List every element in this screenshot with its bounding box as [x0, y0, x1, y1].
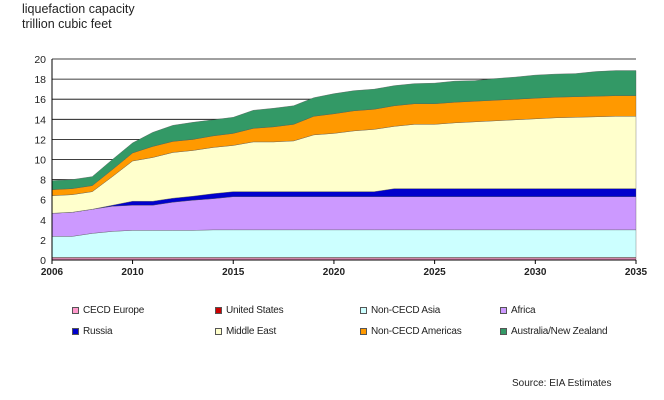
x-tick-label: 2015 [222, 267, 245, 278]
area-series-non-cecd-asia [51, 229, 637, 258]
x-tick-label: 2006 [41, 267, 64, 278]
x-tick-label: 2030 [524, 267, 547, 278]
y-tick-label: 0 [40, 255, 46, 267]
y-tick-label: 16 [34, 94, 46, 106]
y-tick-label: 10 [34, 155, 46, 167]
y-tick-label: 12 [34, 134, 46, 146]
y-tick-label: 4 [40, 215, 46, 227]
y-tick-label: 8 [40, 175, 46, 187]
x-tick-label: 2010 [121, 267, 144, 278]
area-series-australia-new-zealand [51, 70, 637, 190]
x-tick-label: 2035 [625, 267, 648, 278]
y-tick-label: 2 [40, 235, 46, 247]
y-axis-unit-label: trillion cubic feet [22, 17, 112, 31]
chart-title: liquefaction capacity [22, 2, 135, 16]
x-tick-label: 2025 [423, 267, 446, 278]
source-note: Source: EIA Estimates [512, 378, 612, 389]
y-tick-label: 14 [34, 114, 46, 126]
x-tick-label: 2020 [323, 267, 346, 278]
y-tick-label: 6 [40, 195, 46, 207]
y-tick-label: 20 [34, 54, 46, 66]
y-tick-label: 18 [34, 74, 46, 86]
